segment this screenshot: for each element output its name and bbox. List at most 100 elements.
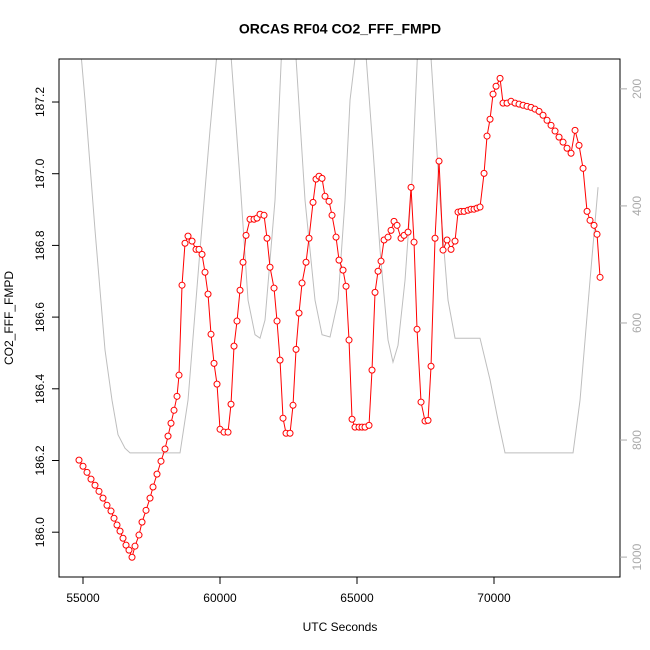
data-point <box>476 203 484 211</box>
data-point <box>142 506 150 514</box>
y2-tick-label: 1000 <box>630 543 644 570</box>
data-point <box>427 362 435 370</box>
data-point <box>157 457 165 465</box>
data-point <box>273 317 281 325</box>
data-point <box>590 221 598 229</box>
data-point <box>87 475 95 483</box>
data-point <box>435 157 443 165</box>
data-point <box>201 268 209 276</box>
data-point <box>113 521 121 529</box>
data-point <box>135 531 143 539</box>
data-point <box>579 164 587 172</box>
data-point <box>128 553 136 561</box>
data-point <box>483 132 491 140</box>
data-point <box>431 234 439 242</box>
data-point <box>325 197 333 205</box>
data-point <box>492 82 500 90</box>
data-point <box>91 481 99 489</box>
data-point <box>224 428 232 436</box>
data-point <box>384 233 392 241</box>
data-point <box>407 183 415 191</box>
data-point <box>184 232 192 240</box>
data-point <box>332 233 340 241</box>
data-point <box>170 406 178 414</box>
data-point <box>295 309 303 317</box>
data-point <box>103 501 111 509</box>
data-point <box>116 527 124 535</box>
data-point <box>213 380 221 388</box>
data-point <box>286 429 294 437</box>
data-point <box>188 237 196 245</box>
y-tick-label: 186.6 <box>33 302 47 332</box>
data-point <box>348 415 356 423</box>
data-point <box>321 192 329 200</box>
y2-tick-label: 800 <box>630 430 644 450</box>
data-point <box>583 207 591 215</box>
data-point <box>119 534 127 542</box>
data-point <box>270 284 278 292</box>
data-point <box>424 416 432 424</box>
data-point <box>439 246 447 254</box>
data-point <box>447 245 455 253</box>
data-point <box>559 138 567 146</box>
data-point <box>276 356 284 364</box>
data-point <box>279 414 287 422</box>
data-point <box>567 149 575 157</box>
data-point <box>410 238 418 246</box>
data-point <box>164 432 172 440</box>
data-point <box>227 400 235 408</box>
data-point <box>131 542 139 550</box>
data-point <box>83 468 91 476</box>
data-point <box>451 237 459 245</box>
data-point <box>149 483 157 491</box>
x-axis-label: UTC Seconds <box>303 620 378 634</box>
data-point <box>309 198 317 206</box>
data-point <box>539 111 547 119</box>
data-point <box>342 282 350 290</box>
data-point <box>125 546 133 554</box>
chart-title: ORCAS RF04 CO2_FFF_FMPD <box>239 21 441 37</box>
data-point <box>443 236 451 244</box>
data-point <box>480 169 488 177</box>
data-point <box>230 342 238 350</box>
data-point <box>75 456 83 464</box>
data-point <box>260 211 268 219</box>
y-tick-label: 186.2 <box>33 445 47 475</box>
data-point <box>266 263 274 271</box>
data-point <box>305 234 313 242</box>
plot-frame <box>58 58 621 578</box>
data-point <box>575 141 583 149</box>
y-tick-label: 186.0 <box>33 517 47 547</box>
data-point <box>292 345 300 353</box>
data-point <box>365 421 373 429</box>
data-point <box>489 90 497 98</box>
data-point <box>413 325 421 333</box>
data-point <box>239 258 247 266</box>
plot-area <box>75 59 604 561</box>
data-point <box>122 541 130 549</box>
data-point <box>181 239 189 247</box>
data-point <box>318 174 326 182</box>
data-point <box>210 359 218 367</box>
data-point <box>571 126 579 134</box>
data-point <box>79 462 87 470</box>
data-point <box>563 144 571 152</box>
y2-tick-label: 600 <box>630 313 644 333</box>
y-tick-label: 186.4 <box>33 373 47 403</box>
data-point <box>99 494 107 502</box>
data-point <box>173 392 181 400</box>
data-point <box>107 507 115 515</box>
data-point <box>551 127 559 135</box>
data-point <box>496 74 504 82</box>
data-point <box>95 487 103 495</box>
data-point <box>345 336 353 344</box>
data-point <box>167 419 175 427</box>
data-point <box>547 121 555 129</box>
secondary-line <box>80 59 599 454</box>
y-tick-label: 187.2 <box>33 87 47 117</box>
data-point <box>339 266 347 274</box>
data-point <box>387 226 395 234</box>
x-tick-label: 60000 <box>203 591 237 605</box>
